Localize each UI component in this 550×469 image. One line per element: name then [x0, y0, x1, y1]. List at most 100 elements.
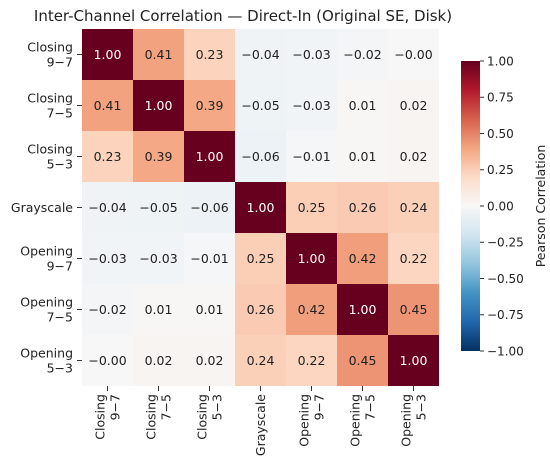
heatmap-cell: [286, 335, 337, 386]
heatmap-cell: [337, 284, 388, 335]
cell-value-label: 0.01: [349, 98, 377, 113]
cell-value-label: 1.00: [247, 200, 275, 215]
cell-value-label: 0.45: [400, 302, 428, 317]
cell-value-label: 1.00: [349, 302, 377, 317]
heatmap-cell: [133, 80, 184, 131]
heatmap-cell: [286, 233, 337, 284]
row-tick-label: Closing 9−7: [27, 40, 73, 70]
cell-value-label: 0.24: [247, 353, 275, 368]
colorbar-tick-label: 1.00: [487, 54, 514, 68]
cell-value-label: 0.23: [94, 149, 122, 164]
cell-value-label: 0.42: [349, 251, 377, 266]
column-tick-label: Closing7−5: [144, 394, 174, 440]
row-tick-label: Closing 7−5: [27, 91, 73, 121]
row-tick-labels: Closing 9−7 Closing 7−5 Closing 5−3 Grayscale O…: [11, 40, 82, 376]
row-tick-label: Opening 7−5: [20, 295, 73, 325]
heatmap-cell: [133, 29, 184, 80]
heatmap-cell: [286, 131, 337, 182]
heatmap-cell: [133, 335, 184, 386]
cell-value-label: 0.01: [196, 302, 224, 317]
cell-value-label: 0.41: [145, 47, 173, 62]
cell-value-label: 0.26: [349, 200, 377, 215]
cell-value-label: −0.05: [241, 98, 279, 113]
cell-value-label: 0.02: [145, 353, 173, 368]
heatmap-cell: [184, 29, 235, 80]
cell-value-label: −0.06: [190, 200, 228, 215]
row-tick-label: Grayscale: [11, 200, 73, 215]
cell-value-label: 0.39: [145, 149, 173, 164]
cell-value-label: 0.25: [247, 251, 275, 266]
heatmap-cell: [82, 182, 133, 233]
cell-value-label: −0.01: [190, 251, 228, 266]
cell-value-label: −0.00: [394, 47, 432, 62]
cell-value-label: 1.00: [196, 149, 224, 164]
heatmap-cell: [286, 80, 337, 131]
cell-value-label: −0.00: [88, 353, 126, 368]
heatmap-cell: [184, 335, 235, 386]
colorbar-label: Pearson Correlation: [533, 145, 548, 268]
column-tick-label: Opening5−3: [399, 394, 429, 447]
heatmap-cell: [82, 80, 133, 131]
heatmap-cell: [235, 29, 286, 80]
cell-value-label: 0.01: [349, 149, 377, 164]
heatmap-cell: [286, 29, 337, 80]
heatmap-cell: [82, 335, 133, 386]
cell-value-label: −0.02: [88, 302, 126, 317]
heatmap-cell: [235, 182, 286, 233]
heatmap-cell: [133, 284, 184, 335]
heatmap-cell: [184, 80, 235, 131]
colorbar-tick-label: −0.50: [487, 272, 524, 286]
cell-value-label: −0.03: [292, 98, 330, 113]
heatmap-cell: [388, 233, 439, 284]
row-tick-label: Opening 5−3: [20, 346, 73, 376]
cell-value-label: −0.05: [139, 200, 177, 215]
column-tick-label: Grayscale: [253, 394, 268, 456]
cell-value-label: 0.01: [145, 302, 173, 317]
cell-value-label: 0.41: [94, 98, 122, 113]
cell-value-label: 0.22: [298, 353, 326, 368]
cell-value-label: 0.39: [196, 98, 224, 113]
heatmap-cell: [388, 80, 439, 131]
cell-value-label: 0.02: [400, 149, 428, 164]
cell-value-label: 0.02: [400, 98, 428, 113]
cell-value-label: 0.23: [196, 47, 224, 62]
heatmap-cell: [337, 131, 388, 182]
cell-value-label: 0.45: [349, 353, 377, 368]
colorbar-tick-label: 0.75: [487, 91, 514, 105]
heatmap-cell: [388, 335, 439, 386]
heatmap-cell: [337, 29, 388, 80]
heatmap-cells: 1.00 0.41 0.23 −0.04 −0.03 −0.02 −0.00 0.41 1.00…: [82, 29, 439, 386]
cell-value-label: 0.42: [298, 302, 326, 317]
heatmap-cell: [337, 335, 388, 386]
heatmap-cell: [133, 131, 184, 182]
cell-value-label: −0.04: [88, 200, 126, 215]
heatmap-cell: [286, 182, 337, 233]
heatmap-cell: [235, 335, 286, 386]
cell-value-label: 0.24: [400, 200, 428, 215]
cell-value-label: 1.00: [400, 353, 428, 368]
heatmap-cell: [235, 284, 286, 335]
heatmap-cell: [337, 80, 388, 131]
heatmap-cell: [286, 284, 337, 335]
column-tick-label: Opening7−5: [348, 394, 378, 447]
colorbar-tick-label: −0.25: [487, 236, 524, 250]
colorbar-tick-label: 0.00: [487, 199, 514, 213]
colorbar-gradient: [461, 61, 480, 351]
colorbar-tick-label: −0.75: [487, 308, 524, 322]
heatmap-cell: [133, 233, 184, 284]
cell-value-label: 0.25: [298, 200, 326, 215]
heatmap-cell: [82, 131, 133, 182]
heatmap-cell: [184, 233, 235, 284]
heatmap-cell: [235, 80, 286, 131]
heatmap-cell: [235, 233, 286, 284]
heatmap-cell: [388, 182, 439, 233]
colorbar-tick-label: 0.25: [487, 163, 514, 177]
cell-value-label: 0.26: [247, 302, 275, 317]
row-tick-label: Opening 9−7: [20, 244, 73, 274]
chart-title: Inter-Channel Correlation — Direct-In (O…: [34, 7, 452, 25]
heatmap-cell: [82, 284, 133, 335]
column-tick-label: Opening9−7: [297, 394, 327, 447]
heatmap-cell: [184, 284, 235, 335]
colorbar-ticks: 1.00 0.75 0.50 0.25 0.00 −0.25 −0.50 −0.75 −1.00: [480, 54, 524, 358]
